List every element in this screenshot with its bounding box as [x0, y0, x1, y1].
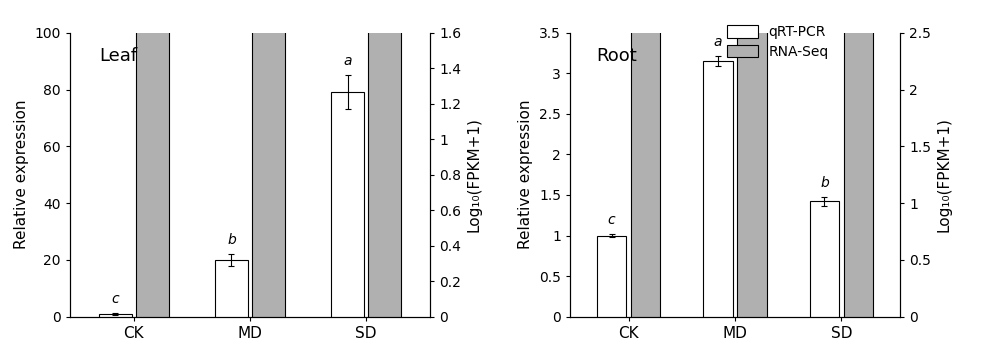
Text: c: c	[608, 213, 615, 227]
Text: b: b	[820, 176, 829, 190]
Text: c: c	[111, 292, 119, 306]
Y-axis label: Relative expression: Relative expression	[14, 100, 29, 249]
Text: a: a	[343, 54, 352, 68]
Bar	[368, 0, 401, 317]
Y-axis label: Relative expression: Relative expression	[518, 100, 533, 249]
Text: Leaf: Leaf	[99, 47, 137, 65]
Bar	[215, 260, 248, 317]
Text: b: b	[641, 0, 650, 3]
Bar	[99, 314, 132, 317]
Bar	[844, 16, 873, 317]
Y-axis label: Log₁₀(FPKM+1): Log₁₀(FPKM+1)	[937, 117, 952, 232]
Bar	[597, 236, 626, 317]
Bar	[737, 0, 767, 317]
Text: b: b	[227, 233, 236, 247]
Bar	[136, 0, 169, 317]
Bar	[703, 61, 733, 317]
Y-axis label: Log₁₀(FPKM+1): Log₁₀(FPKM+1)	[467, 117, 482, 232]
Legend: qRT-PCR, RNA-Seq: qRT-PCR, RNA-Seq	[727, 25, 829, 59]
Bar	[810, 202, 839, 317]
Text: b: b	[854, 0, 863, 3]
Text: a: a	[714, 35, 722, 49]
Text: Root: Root	[596, 47, 637, 65]
Bar	[631, 16, 660, 317]
Bar	[252, 0, 285, 317]
Bar	[331, 92, 364, 317]
